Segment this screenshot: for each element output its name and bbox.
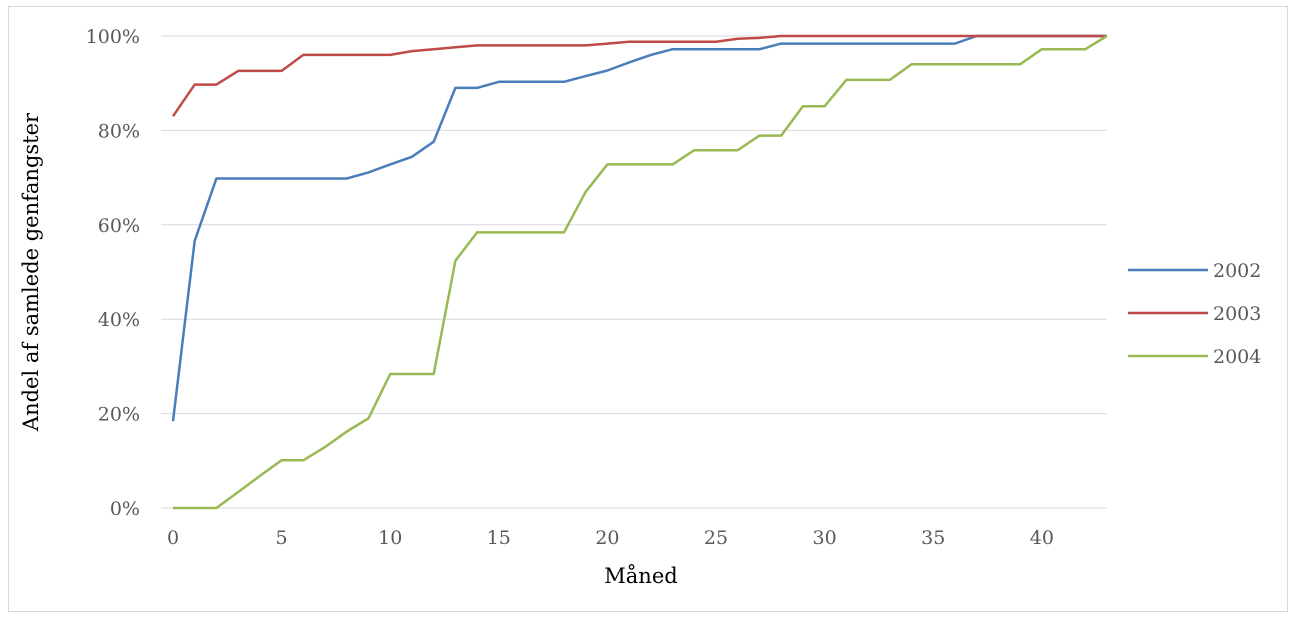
legend-label: 2002 bbox=[1213, 260, 1261, 282]
legend-label: 2004 bbox=[1213, 346, 1261, 368]
series-line-2002 bbox=[171, 34, 1107, 422]
x-tick-label: 5 bbox=[276, 527, 288, 549]
series-line-2004 bbox=[173, 34, 1108, 510]
y-tick-label: 60% bbox=[98, 215, 140, 237]
legend: 2002 2003 2004 bbox=[1128, 260, 1261, 368]
x-tick-label: 10 bbox=[378, 527, 402, 549]
x-tick-label: 0 bbox=[167, 527, 179, 549]
series-line-2003 bbox=[171, 34, 1107, 117]
chart-frame bbox=[8, 6, 1288, 612]
y-tick-label: 0% bbox=[110, 498, 140, 520]
y-tick-label: 20% bbox=[98, 404, 140, 426]
x-axis-title: Måned bbox=[604, 564, 677, 588]
y-tick-label: 80% bbox=[98, 120, 140, 142]
legend-label: 2003 bbox=[1213, 303, 1261, 325]
x-axis-ticks: 0 5 10 15 20 25 30 35 40 bbox=[167, 527, 1054, 549]
gridlines bbox=[161, 35, 1107, 415]
series-lines bbox=[171, 34, 1108, 510]
x-tick-label: 20 bbox=[595, 527, 619, 549]
y-tick-label: 100% bbox=[86, 26, 140, 48]
y-tick-label: 40% bbox=[98, 309, 140, 331]
x-tick-label: 35 bbox=[921, 527, 945, 549]
y-axis-title: Andel af samlede genfangster bbox=[19, 112, 43, 432]
x-tick-label: 30 bbox=[813, 527, 837, 549]
y-axis-ticks: 0% 20% 40% 60% 80% 100% bbox=[86, 26, 140, 520]
x-tick-label: 40 bbox=[1030, 527, 1054, 549]
x-tick-label: 25 bbox=[704, 527, 728, 549]
x-tick-label: 15 bbox=[487, 527, 511, 549]
